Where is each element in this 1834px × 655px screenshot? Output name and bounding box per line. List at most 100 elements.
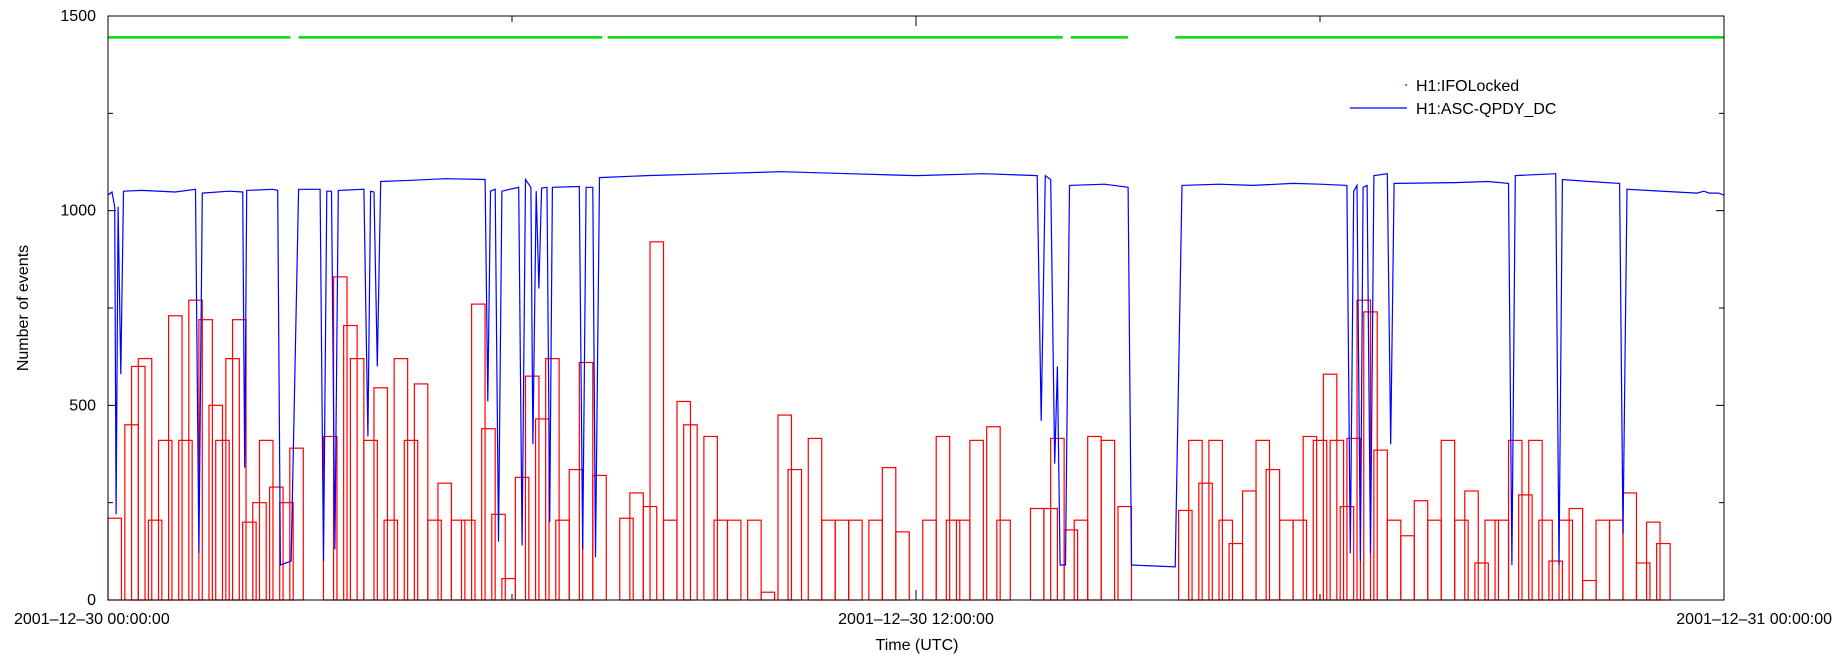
histogram-bar-31 (437, 482, 452, 601)
histogram-bar-103 (1400, 535, 1415, 601)
histogram-bar-111 (1494, 519, 1510, 601)
histogram-bar-64 (868, 519, 883, 601)
histogram-bar-86 (1218, 519, 1234, 601)
histogram-bar-121 (1608, 519, 1624, 601)
histogram-bar-83 (1188, 439, 1203, 601)
histogram-bar-58 (777, 414, 793, 601)
legend-label-h1-ifolocked: H1:IFOLocked (1416, 78, 1519, 95)
histogram-bar-125 (1656, 542, 1671, 601)
histogram-bar-56 (747, 519, 762, 601)
histogram-bar-110 (1484, 519, 1500, 601)
histogram-bar-50 (662, 519, 678, 601)
x-tick-label: 2001–12–30 12:00:00 (838, 611, 994, 628)
x-tick-labels: 2001–12–30 00:00:00 2001–12–30 12:00:00 20… (14, 611, 1832, 628)
histogram-bar-105 (1427, 519, 1442, 601)
histogram-bar-29 (413, 383, 429, 601)
histogram-bar-57 (760, 591, 776, 601)
y-tick-label: 1500 (60, 8, 96, 25)
histogram-bar-47 (629, 492, 644, 601)
histogram-bar-72 (986, 426, 1001, 601)
histogram-bar-118 (1568, 507, 1584, 601)
histogram-bar-59 (787, 468, 803, 601)
histogram-bar-54 (713, 519, 729, 601)
histogram-bar-88 (1241, 490, 1257, 601)
histogram-bar-80 (1100, 439, 1116, 601)
histogram-bar-109 (1474, 562, 1489, 601)
y-tick-label: 500 (69, 397, 96, 414)
series-line-h1-asc-qpdy-dc (107, 171, 1725, 568)
histogram-bar-7 (178, 439, 193, 601)
histogram-bar-90 (1265, 468, 1281, 601)
histogram-bar-92 (1292, 519, 1308, 601)
histogram-bar-33 (460, 519, 476, 601)
x-tick-label: 2001–12–31 00:00:00 (1676, 611, 1832, 628)
histogram-bar-122 (1622, 492, 1638, 601)
histogram-bar-17 (269, 486, 284, 601)
histogram-bar-34 (471, 303, 486, 601)
histogram-bar-26 (383, 519, 399, 601)
histogram-bar-123 (1635, 562, 1651, 601)
histogram-bar-27 (393, 358, 409, 601)
legend-label-h1-asc-qpdy-dc: H1:ASC-QPDY_DC (1416, 101, 1556, 118)
histogram-bar-87 (1228, 542, 1244, 601)
histogram-bar-108 (1464, 490, 1479, 601)
histogram-bar-14 (242, 521, 257, 601)
histogram-bar-69 (945, 519, 961, 601)
histogram-bar-119 (1581, 579, 1597, 601)
y-tick-label: 1000 (60, 203, 96, 220)
histogram-bar-4 (147, 519, 163, 601)
histogram-bar-71 (969, 439, 984, 601)
histogram-bar-0 (107, 517, 123, 601)
histogram-bar-61 (821, 519, 836, 601)
histogram-bar-89 (1255, 439, 1271, 601)
histogram-bar-78 (1073, 519, 1089, 601)
histogram-bar-113 (1518, 494, 1533, 601)
histogram-bar-91 (1278, 519, 1294, 601)
histogram-bar-82 (1177, 509, 1193, 601)
histogram-bar-81 (1117, 505, 1133, 601)
histogram-bar-84 (1198, 482, 1213, 601)
histogram-bar-116 (1548, 560, 1564, 601)
y-tick-labels: 0 500 1000 1500 (60, 8, 96, 609)
histogram-bar-60 (807, 437, 823, 601)
histogram-bar-55 (726, 519, 742, 601)
axis-ticks (107, 15, 1725, 601)
histogram-bar-74 (1029, 507, 1045, 601)
histogram-bar-102 (1386, 519, 1402, 601)
histogram-bar-94 (1312, 439, 1328, 601)
histogram-bar-104 (1413, 500, 1429, 601)
histogram-bar-6 (168, 315, 183, 601)
histogram-bar-42 (555, 519, 570, 601)
histogram-bar-41 (545, 358, 560, 601)
histogram-bar-68 (935, 435, 951, 601)
histogram-bar-67 (922, 519, 937, 601)
histogram-bar-53 (703, 435, 718, 601)
histogram-bar-32 (450, 519, 466, 601)
histogram-bar-93 (1302, 435, 1318, 601)
histogram-bar-40 (534, 418, 550, 601)
histogram-bar-117 (1558, 519, 1574, 601)
histogram-bar-70 (955, 519, 971, 601)
histogram-bar-66 (895, 531, 910, 601)
histogram-bar-73 (996, 519, 1011, 601)
histogram-bar-107 (1454, 519, 1469, 601)
histogram-bar-124 (1645, 521, 1661, 601)
histogram-bar-115 (1538, 519, 1553, 601)
histogram-bar-24 (363, 439, 378, 601)
y-axis-label: Number of events (15, 245, 32, 371)
histogram-bar-46 (619, 517, 634, 601)
histogram-bar-120 (1595, 519, 1611, 601)
x-tick-label: 2001–12–30 00:00:00 (14, 611, 170, 628)
histogram-bar-30 (427, 519, 442, 601)
histogram-bar-106 (1440, 439, 1456, 601)
histogram-bar-63 (848, 519, 863, 601)
histogram-bar-101 (1373, 449, 1388, 601)
histogram-bar-37 (501, 577, 516, 601)
histogram-bar-79 (1087, 435, 1102, 601)
histogram-layer (107, 241, 1671, 601)
histogram-bar-25 (373, 387, 389, 601)
histogram-bar-65 (881, 467, 897, 601)
legend: H1:IFOLocked H1:ASC-QPDY_DC (1350, 78, 1556, 118)
y-tick-label: 0 (87, 592, 96, 609)
